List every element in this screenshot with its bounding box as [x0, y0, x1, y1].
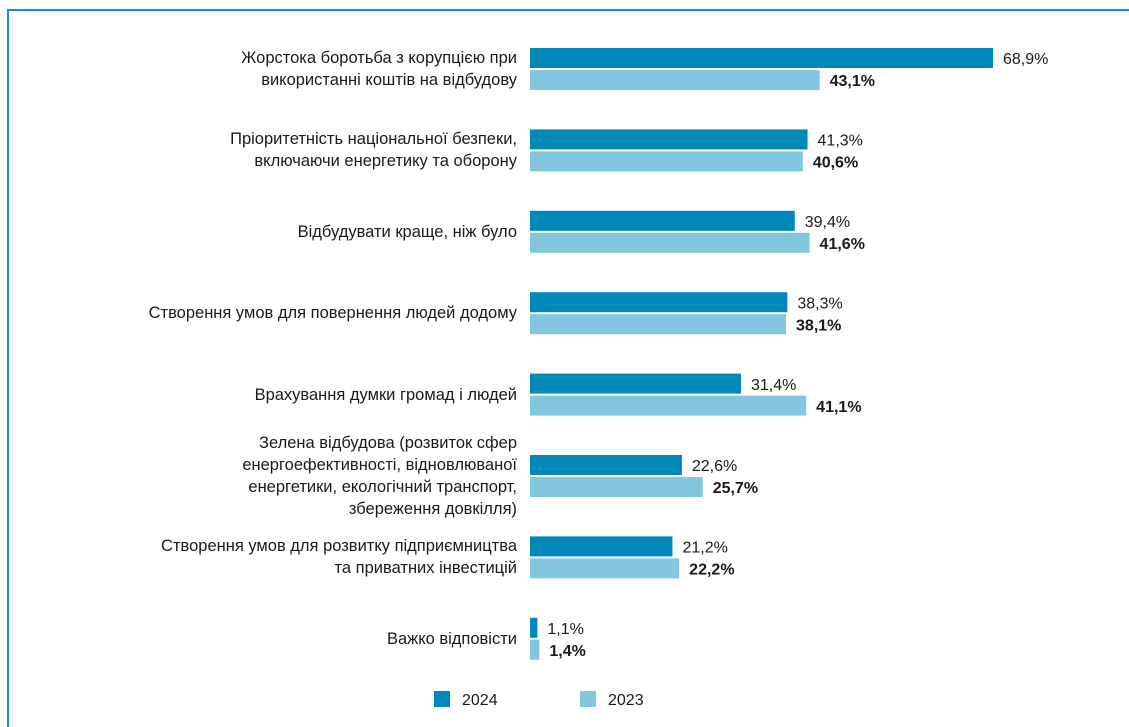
bar: [530, 292, 788, 313]
category-label: Важко відповісти: [386, 629, 517, 648]
bar: [530, 48, 993, 68]
category-label: Зелена відбудова (розвиток сфер енергоеф…: [242, 434, 517, 518]
bar: [530, 536, 673, 557]
value-label: 40,6%: [813, 155, 858, 172]
value-label: 38,3%: [797, 295, 842, 312]
bar: [530, 617, 538, 638]
value-label: 38,1%: [796, 317, 841, 334]
category-label: Жорстока боротьба з корупцією при викори…: [241, 49, 517, 89]
bar: [530, 639, 540, 660]
bar: [530, 210, 795, 231]
value-label: 31,4%: [751, 377, 796, 394]
legend-label: 2024: [462, 692, 498, 709]
value-label: 43,1%: [830, 73, 875, 90]
value-label: 41,3%: [818, 133, 863, 150]
category-label: Створення умов для розвитку підприємницт…: [161, 537, 517, 578]
category-label: Відбудувати краще, ніж було: [297, 222, 517, 241]
frame: [7, 9, 1129, 727]
value-label: 39,4%: [805, 214, 850, 231]
category-label: Створення умов для повернення людей додо…: [148, 304, 517, 323]
value-label: 1,4%: [549, 643, 585, 660]
value-label: 21,2%: [682, 540, 727, 557]
bar: [530, 395, 807, 416]
value-label: 41,6%: [820, 236, 865, 253]
value-label: 22,2%: [689, 562, 734, 579]
bar: [530, 477, 703, 497]
legend-label: 2023: [608, 692, 644, 709]
legend-swatch: [580, 691, 596, 707]
bar: [530, 558, 680, 579]
bar: [530, 151, 803, 172]
bar: [530, 314, 787, 335]
bar: [530, 232, 810, 253]
bar: [530, 455, 682, 475]
category-label: Пріоритетність національної безпеки, вкл…: [230, 130, 517, 171]
value-label: 22,6%: [692, 458, 737, 475]
value-label: 68,9%: [1003, 51, 1048, 68]
value-label: 25,7%: [713, 480, 758, 497]
value-label: 41,1%: [816, 399, 861, 416]
value-label: 1,1%: [547, 621, 583, 638]
bar: [530, 373, 742, 394]
category-label: Врахування думки громад і людей: [254, 385, 517, 404]
bar: [530, 129, 808, 150]
bar: [530, 70, 820, 90]
legend-swatch: [434, 691, 450, 707]
